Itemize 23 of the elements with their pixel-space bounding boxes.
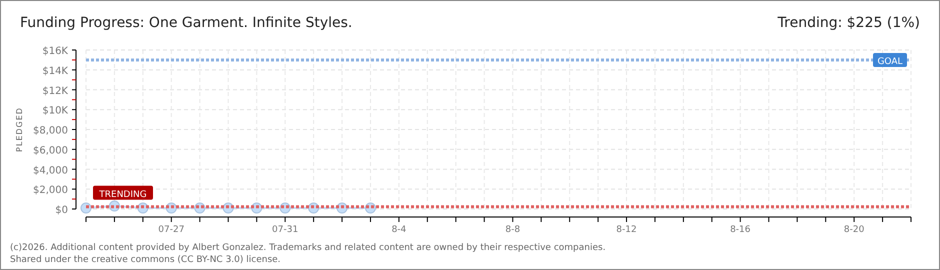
x-tick-label: 8-20 (844, 225, 865, 235)
y-tick-label: $2,000 (33, 185, 68, 196)
text: (c)2026. Additional content provided by Albert Gonzalez. Trademarks and related content are owned by their respective companies. (10, 243, 606, 253)
x-tick-label: 8-4 (392, 225, 407, 235)
y-axis-title: PLEDGED (15, 107, 24, 152)
ref-line-label: TRENDING (98, 190, 147, 200)
x-tick-label: 07-31 (272, 225, 298, 235)
y-tick-label: $16K (42, 46, 68, 57)
x-tick-label: 07-27 (158, 225, 184, 235)
chart-title: Funding Progress: One Garment. Infinite Styles. (20, 15, 352, 31)
y-tick-label: $6,000 (33, 145, 68, 156)
x-tick-label: 8-8 (505, 225, 520, 235)
y-tick-label: $12K (42, 86, 68, 97)
y-tick-label: $14K (42, 66, 68, 77)
y-tick-label: $0 (55, 205, 68, 216)
y-tick-label: $4,000 (33, 165, 68, 176)
y-tick-label: $8,000 (33, 126, 68, 136)
x-tick-label: 8-12 (616, 225, 637, 235)
text: Shared under the creative commons (CC BY-NC 3.0) license. (10, 255, 281, 265)
chart-subtitle: Trending: $225 (1%) (776, 15, 920, 31)
x-tick-label: 8-16 (730, 225, 751, 235)
ref-line-label: GOAL (877, 56, 903, 67)
y-tick-label: $10K (42, 106, 68, 117)
